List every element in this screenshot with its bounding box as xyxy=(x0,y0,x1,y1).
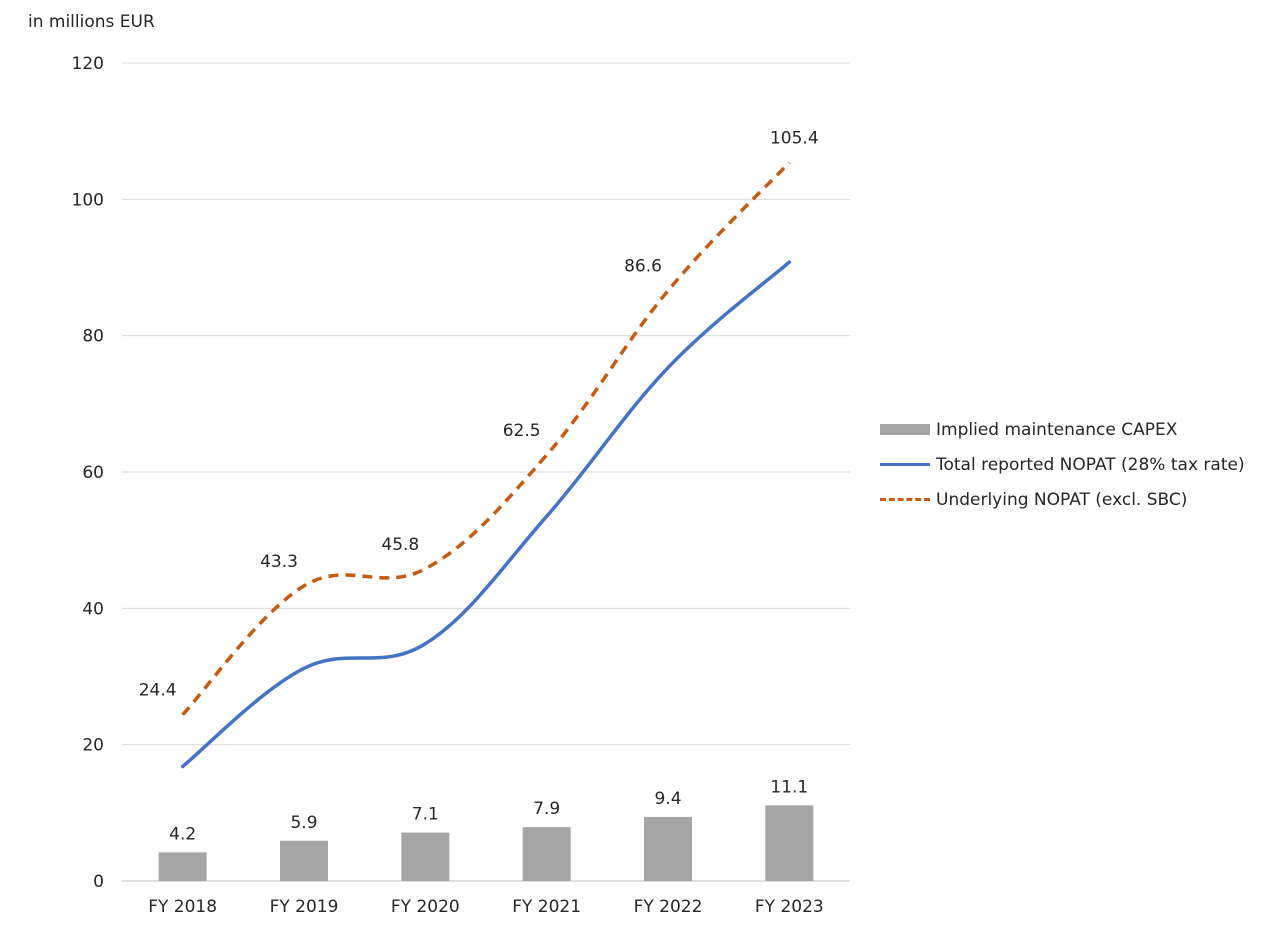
y-tick-label: 60 xyxy=(82,463,104,483)
unit-label: in millions EUR xyxy=(28,12,155,32)
line-data-label: 43.3 xyxy=(260,552,298,572)
gridlines xyxy=(122,62,850,882)
bar-series xyxy=(158,805,814,881)
legend-item-capex: Implied maintenance CAPEX xyxy=(880,412,1245,447)
legend-label: Total reported NOPAT (28% tax rate) xyxy=(936,454,1245,475)
x-tick-label: FY 2021 xyxy=(512,897,581,917)
line-data-label: 105.4 xyxy=(770,129,819,149)
x-tick-label: FY 2020 xyxy=(391,897,460,917)
y-tick-label: 20 xyxy=(82,736,104,756)
line-data-label: 62.5 xyxy=(503,421,541,441)
x-tick-label: FY 2019 xyxy=(270,897,339,917)
bar xyxy=(765,805,814,881)
y-tick-label: 120 xyxy=(72,54,104,74)
y-axis-ticks: 0 20 40 60 80 100 120 xyxy=(72,54,104,892)
bar-data-label: 7.1 xyxy=(412,805,439,825)
bar-data-label: 7.9 xyxy=(533,799,560,819)
bar-data-label: 11.1 xyxy=(770,777,808,797)
y-tick-label: 0 xyxy=(93,872,104,892)
line-series xyxy=(180,161,792,769)
legend-swatch-bar xyxy=(880,424,930,435)
y-tick-label: 40 xyxy=(82,599,104,619)
bar-data-label: 9.4 xyxy=(654,789,681,809)
legend-swatch-dashed-line xyxy=(880,498,930,501)
legend-label: Underlying NOPAT (excl. SBC) xyxy=(936,489,1188,510)
data-labels: 4.2 5.9 7.1 7.9 9.4 11.1 24.4 43.3 45.8 62.5 86.6 1… xyxy=(139,129,819,845)
bar xyxy=(522,827,571,881)
bar xyxy=(401,832,450,881)
bar-data-label: 5.9 xyxy=(290,813,317,833)
legend-swatch-line xyxy=(880,463,930,466)
x-tick-label: FY 2023 xyxy=(755,897,824,917)
bar-data-label: 4.2 xyxy=(169,824,196,844)
legend-item-reported-nopat: Total reported NOPAT (28% tax rate) xyxy=(880,447,1245,482)
x-tick-label: FY 2022 xyxy=(634,897,703,917)
bar xyxy=(644,816,692,881)
y-tick-label: 100 xyxy=(72,190,104,210)
legend-item-underlying-nopat: Underlying NOPAT (excl. SBC) xyxy=(880,482,1245,517)
x-axis-ticks: FY 2018 FY 2019 FY 2020 FY 2021 FY 2022 FY 20… xyxy=(148,897,824,917)
bar xyxy=(280,840,328,881)
line-data-label: 24.4 xyxy=(139,681,177,701)
y-tick-label: 80 xyxy=(82,327,104,347)
bar xyxy=(158,852,207,881)
legend-label: Implied maintenance CAPEX xyxy=(936,419,1178,440)
reported-nopat-line xyxy=(180,260,792,769)
line-data-label: 86.6 xyxy=(624,257,662,277)
line-data-label: 45.8 xyxy=(381,535,419,555)
legend: Implied maintenance CAPEX Total reported… xyxy=(880,412,1245,517)
x-tick-label: FY 2018 xyxy=(148,897,217,917)
underlying-nopat-line xyxy=(181,161,791,716)
